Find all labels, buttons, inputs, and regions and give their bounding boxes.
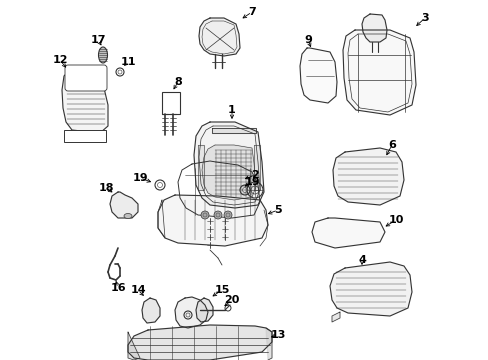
Polygon shape	[199, 18, 240, 56]
Polygon shape	[331, 312, 339, 322]
Text: 14: 14	[130, 285, 145, 295]
FancyBboxPatch shape	[162, 92, 180, 114]
Polygon shape	[196, 298, 213, 322]
Polygon shape	[128, 332, 140, 360]
Text: 1: 1	[228, 105, 235, 115]
Text: 4: 4	[357, 255, 365, 265]
Text: 6: 6	[387, 140, 395, 150]
Polygon shape	[253, 145, 260, 190]
Text: 19: 19	[132, 173, 147, 183]
Polygon shape	[342, 30, 415, 115]
Text: 2: 2	[251, 170, 258, 180]
Polygon shape	[212, 128, 256, 133]
Ellipse shape	[98, 47, 107, 63]
Polygon shape	[62, 68, 108, 133]
FancyBboxPatch shape	[64, 130, 106, 142]
Polygon shape	[332, 148, 403, 205]
Text: 20: 20	[224, 295, 239, 305]
Circle shape	[224, 211, 231, 219]
Polygon shape	[361, 14, 386, 42]
Text: 7: 7	[247, 7, 255, 17]
Text: 8: 8	[174, 77, 182, 87]
Polygon shape	[110, 192, 138, 218]
Text: 15: 15	[214, 285, 229, 295]
Text: 11: 11	[120, 57, 136, 67]
Circle shape	[77, 73, 87, 83]
Polygon shape	[311, 218, 384, 248]
Text: 10: 10	[387, 215, 403, 225]
Polygon shape	[128, 325, 271, 360]
Polygon shape	[329, 262, 411, 316]
Polygon shape	[265, 328, 271, 360]
Text: 3: 3	[420, 13, 428, 23]
Text: 19: 19	[244, 177, 259, 187]
Circle shape	[214, 211, 222, 219]
Polygon shape	[202, 145, 256, 200]
Polygon shape	[299, 48, 336, 103]
Text: 18: 18	[98, 183, 114, 193]
Polygon shape	[175, 297, 207, 328]
Text: 12: 12	[52, 55, 68, 65]
Text: 16: 16	[110, 283, 125, 293]
FancyBboxPatch shape	[65, 65, 107, 91]
Polygon shape	[142, 298, 160, 323]
Text: 13: 13	[270, 330, 285, 340]
Ellipse shape	[124, 213, 132, 219]
Text: 5: 5	[274, 205, 281, 215]
Polygon shape	[198, 145, 203, 190]
Polygon shape	[158, 195, 267, 246]
Polygon shape	[128, 325, 271, 360]
Circle shape	[201, 211, 208, 219]
Text: 9: 9	[304, 35, 311, 45]
Text: 17: 17	[90, 35, 105, 45]
Polygon shape	[194, 122, 264, 208]
